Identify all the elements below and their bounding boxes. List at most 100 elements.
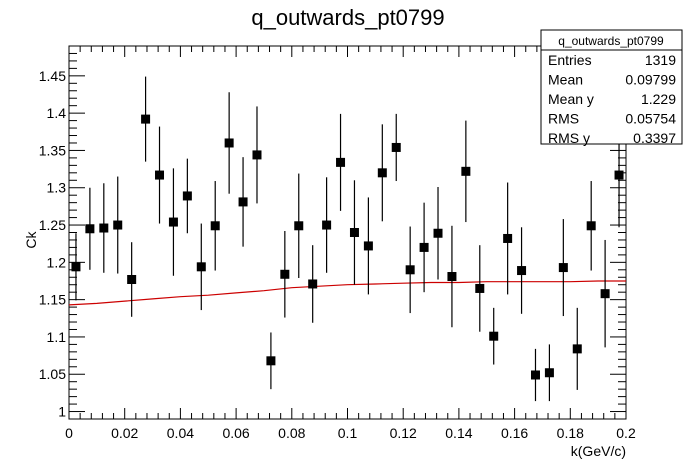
data-point <box>141 76 151 162</box>
x-axis: 0 0.02 0.04 0.06 0.08 0.1 0.12 0.14 0.16 0.18 0.2 <box>65 46 636 441</box>
data-point <box>266 332 276 390</box>
point-marker <box>391 142 401 152</box>
data-point <box>475 245 485 332</box>
y-tick-label: 1.35 <box>39 142 66 158</box>
data-point <box>377 124 387 222</box>
point-marker <box>224 138 234 148</box>
data-point <box>71 233 81 301</box>
y-tick-label: 1.3 <box>47 180 67 196</box>
point-marker <box>363 241 373 251</box>
point-marker <box>127 274 137 284</box>
stats-value: 0.3397 <box>633 130 676 146</box>
data-point <box>419 202 429 293</box>
point-marker <box>196 262 206 272</box>
point-marker <box>405 265 415 275</box>
y-tick-label: 1.1 <box>47 329 67 345</box>
stats-label: RMS <box>548 111 579 127</box>
data-point <box>182 158 192 234</box>
point-marker <box>336 157 346 167</box>
point-marker <box>614 170 624 180</box>
stats-label: Mean <box>548 72 583 88</box>
stats-label: RMS y <box>548 130 590 146</box>
stats-box-frame <box>540 29 683 145</box>
stats-value: 0.09799 <box>625 72 676 88</box>
point-marker <box>600 289 610 299</box>
point-marker <box>503 233 513 243</box>
x-tick-label: 0.18 <box>557 425 584 441</box>
point-marker <box>280 269 290 279</box>
stats-value: 1319 <box>645 52 676 68</box>
data-point <box>127 242 137 317</box>
point-marker <box>252 150 262 160</box>
point-marker <box>558 263 568 273</box>
point-marker <box>238 197 248 207</box>
stats-label: Entries <box>548 52 592 68</box>
y-tick-label: 1.4 <box>47 105 67 121</box>
x-tick-label: 0.14 <box>445 425 472 441</box>
stats-value: 1.229 <box>641 91 676 107</box>
point-marker <box>489 331 499 341</box>
point-marker <box>530 370 540 380</box>
point-marker <box>85 224 95 234</box>
y-tick-label: 1.2 <box>47 254 67 270</box>
data-point <box>224 92 234 194</box>
point-marker <box>572 344 582 354</box>
point-marker <box>294 221 304 231</box>
point-marker <box>99 223 109 233</box>
point-marker <box>182 191 192 201</box>
fit-line <box>68 280 626 306</box>
data-point <box>503 182 513 295</box>
data-point <box>99 183 109 273</box>
data-point <box>489 307 499 365</box>
point-marker <box>141 114 151 124</box>
data-point <box>544 344 554 402</box>
data-point <box>280 231 290 318</box>
data-point <box>558 219 568 317</box>
data-point <box>294 173 304 279</box>
data-point <box>252 106 262 204</box>
data-point <box>572 307 582 390</box>
data-point <box>238 157 248 247</box>
y-tick-label: 1.15 <box>39 292 66 308</box>
data-points <box>71 76 624 402</box>
point-marker <box>461 166 471 176</box>
data-point <box>405 226 415 314</box>
y-tick-label: 1.45 <box>39 68 66 84</box>
data-point <box>391 113 401 182</box>
point-marker <box>447 272 457 282</box>
data-point <box>196 223 206 311</box>
data-point <box>168 168 178 276</box>
y-axis-label: Ck <box>23 230 39 248</box>
stats-box-title: q_outwards_pt0799 <box>558 34 664 48</box>
point-marker <box>210 221 220 231</box>
x-tick-label: 0.2 <box>616 425 636 441</box>
point-marker <box>349 228 359 237</box>
data-point <box>530 348 540 402</box>
y-tick-label: 1.25 <box>39 217 66 233</box>
y-tick-label: 1.05 <box>39 366 66 382</box>
x-tick-label: 0.16 <box>501 425 528 441</box>
data-point <box>433 186 443 280</box>
stats-value: 0.05754 <box>625 111 676 127</box>
point-marker <box>308 279 318 289</box>
point-marker <box>71 262 81 272</box>
data-point <box>586 181 596 271</box>
data-point <box>517 227 527 314</box>
point-marker <box>419 242 429 252</box>
x-axis-label: k(GeV/c) <box>571 443 626 459</box>
data-point <box>308 245 318 323</box>
point-marker <box>322 220 332 230</box>
x-tick-label: 0.02 <box>111 425 138 441</box>
data-point <box>85 187 95 270</box>
data-point <box>600 239 610 348</box>
point-marker <box>433 228 443 238</box>
chart-title: q_outwards_pt0799 <box>251 5 444 30</box>
stats-label: Mean y <box>548 91 594 107</box>
data-point <box>349 180 359 285</box>
data-point <box>336 113 346 211</box>
data-point <box>461 120 471 223</box>
point-marker <box>475 283 485 293</box>
data-point <box>447 225 457 328</box>
y-tick-label: 1 <box>58 404 66 420</box>
